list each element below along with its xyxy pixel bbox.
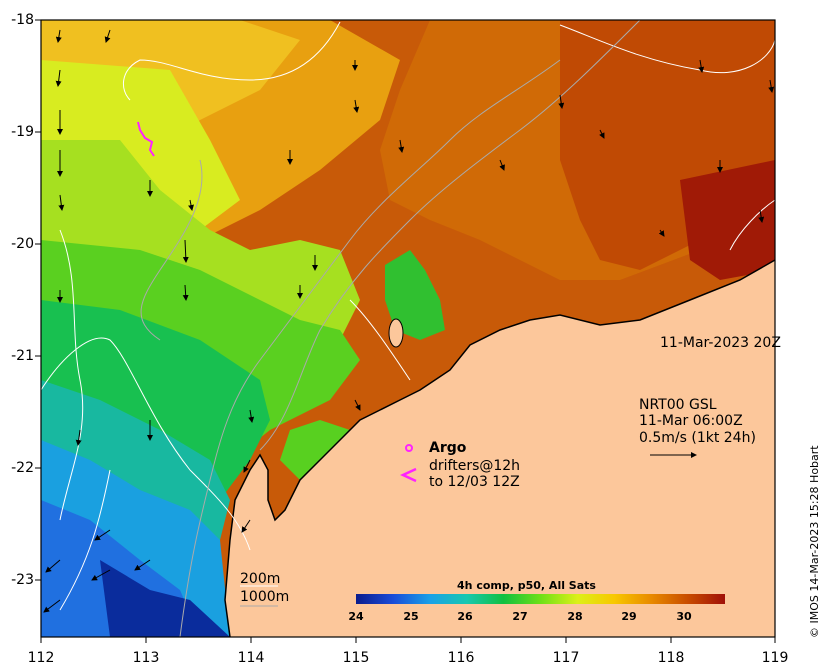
- y-tick-label: -22: [11, 460, 34, 476]
- date-label: 11-Mar-2023 20Z: [660, 335, 781, 351]
- colorbar-title: 4h comp, p50, All Sats: [457, 579, 596, 592]
- colorbar-tick: 26: [457, 610, 473, 623]
- drifters-label-2: to 12/03 12Z: [429, 474, 520, 490]
- x-tick-label: 118: [657, 650, 685, 666]
- y-tick-label: -23: [11, 572, 34, 588]
- colorbar-tick: 30: [676, 610, 692, 623]
- y-tick-label: -18: [11, 12, 34, 28]
- x-tick-label: 117: [552, 650, 580, 666]
- colorbar: [356, 594, 725, 604]
- current-vectors: [43, 29, 775, 613]
- current-time-label: 11-Mar 06:00Z: [639, 413, 743, 429]
- contour-200-label: 200m: [240, 571, 281, 587]
- drifter-track: [137, 121, 155, 157]
- argo-symbol: [405, 444, 413, 452]
- x-tick-label: 114: [237, 650, 265, 666]
- contour-1000-label: 1000m: [240, 589, 290, 605]
- x-tick-label: 115: [342, 650, 370, 666]
- y-tick-label: -19: [11, 124, 34, 140]
- drifter-symbol: [400, 467, 417, 483]
- current-model-label: NRT00 GSL: [639, 397, 717, 413]
- colorbar-tick: 24: [348, 610, 364, 623]
- x-tick-label: 116: [447, 650, 475, 666]
- land: [225, 260, 775, 637]
- drifters-label-1: drifters@12h: [429, 458, 521, 474]
- credit-label: © IMOS 14-Mar-2023 15:28 Hobart: [808, 445, 819, 638]
- x-tick-label: 113: [132, 650, 160, 666]
- current-scale-label: 0.5m/s (1kt 24h): [639, 430, 756, 446]
- colorbar-tick: 28: [567, 610, 583, 623]
- x-tick-label: 119: [761, 650, 789, 666]
- colorbar-tick: 25: [403, 610, 419, 623]
- axes-frame: [40, 19, 776, 638]
- colorbar-tick: 27: [512, 610, 528, 623]
- y-tick-label: -20: [11, 236, 34, 252]
- colorbar-tick: 29: [621, 610, 637, 623]
- y-tick-label: -21: [11, 348, 34, 364]
- x-tick-label: 112: [27, 650, 55, 666]
- argo-label: Argo: [429, 440, 467, 456]
